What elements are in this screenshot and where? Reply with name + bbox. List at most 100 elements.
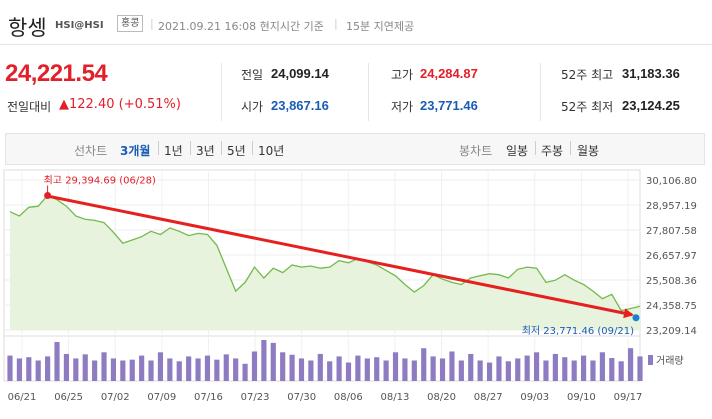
volume-bar	[355, 355, 361, 381]
index-code: HSI@HSI	[55, 20, 104, 31]
volume-bar	[129, 359, 135, 381]
x-tick-label: 07/16	[194, 392, 223, 403]
y-tick-label: 30,106.80	[646, 176, 697, 187]
volume-bar	[308, 360, 314, 381]
price-chart[interactable]: 30,106.80 28,957.19 27,807.58 26,657.97 25,5…	[0, 168, 712, 419]
stats-divider	[540, 63, 541, 121]
period-tab-5y[interactable]: 5년	[227, 144, 246, 158]
volume-bar	[298, 358, 305, 381]
volume-label: 거래량	[656, 355, 684, 367]
x-tick-label: 06/25	[54, 392, 83, 403]
volume-bar	[233, 358, 239, 381]
x-tick-label: 09/17	[614, 392, 643, 403]
volume-bar	[345, 362, 352, 381]
volume-bar	[139, 355, 145, 381]
volume-bar	[421, 348, 427, 381]
volume-bar	[374, 357, 380, 381]
volume-bar	[580, 355, 587, 381]
volume-bar	[618, 361, 624, 381]
period-divider	[252, 141, 253, 155]
volume-bar	[609, 358, 615, 381]
x-tick-label: 07/02	[101, 392, 130, 403]
stat-label-high: 고가	[391, 68, 414, 82]
x-tick-label: 06/21	[8, 392, 37, 403]
volume-bar	[110, 358, 117, 381]
volume-bar	[270, 342, 276, 381]
candle-chart-label: 봉차트	[459, 144, 493, 158]
stat-value-open: 23,867.16	[271, 98, 329, 113]
volume-bar	[458, 360, 464, 381]
period-divider	[535, 141, 536, 155]
volume-bar	[515, 358, 521, 381]
candle-tab-daily[interactable]: 일봉	[506, 144, 529, 158]
volume-bar	[45, 356, 51, 381]
x-tick-label: 09/03	[520, 392, 549, 403]
stat-value-52w-low: 23,124.25	[622, 98, 680, 113]
period-divider	[190, 141, 191, 155]
volume-bar	[628, 348, 634, 381]
y-tick-label: 24,358.75	[646, 301, 697, 312]
stat-value-52w-high: 31,183.36	[622, 66, 680, 81]
header-divider-line	[0, 44, 712, 45]
y-tick-label: 25,508.36	[646, 276, 697, 287]
stat-label-low: 저가	[391, 100, 414, 114]
stat-value-prev-close: 24,099.14	[271, 66, 329, 81]
volume-bar	[552, 353, 558, 381]
volume-bar	[120, 360, 126, 381]
volume-bar	[54, 342, 60, 381]
header-divider: |	[334, 17, 338, 30]
candle-tab-monthly[interactable]: 월봉	[577, 144, 600, 158]
x-tick-label: 07/23	[241, 392, 270, 403]
stats-divider	[221, 63, 222, 121]
volume-bar	[402, 358, 408, 381]
volume-bar	[16, 358, 22, 381]
volume-bar	[251, 351, 258, 381]
volume-bar	[289, 354, 295, 381]
period-divider	[570, 141, 571, 155]
volume-bar	[439, 358, 446, 381]
current-price: 24,221.54	[5, 60, 108, 87]
period-tab-1y[interactable]: 1년	[164, 144, 183, 158]
volume-bar	[73, 358, 79, 381]
volume-bar	[543, 360, 549, 381]
x-tick-label: 08/20	[427, 392, 456, 403]
period-tab-10y[interactable]: 10년	[258, 144, 285, 158]
stat-value-high: 24,284.87	[420, 66, 478, 81]
period-tab-3y[interactable]: 3년	[196, 144, 215, 158]
index-title: 항셍	[8, 16, 47, 40]
volume-bar	[35, 360, 41, 381]
volume-bar	[336, 356, 342, 381]
period-tab-3m[interactable]: 3개월	[120, 144, 151, 158]
volume-bar	[449, 351, 455, 381]
volume-bar	[637, 356, 643, 381]
volume-bar	[195, 358, 201, 381]
candle-tab-weekly[interactable]: 주봉	[541, 144, 564, 158]
volume-bar	[176, 361, 182, 381]
volume-bar	[186, 356, 192, 381]
volume-bar	[533, 352, 540, 381]
stats-divider	[368, 63, 369, 121]
x-tick-label: 08/06	[334, 392, 363, 403]
volume-bar	[562, 357, 568, 381]
stat-value-low: 23,771.46	[420, 98, 478, 113]
volume-bar	[599, 352, 605, 381]
volume-bar	[101, 352, 107, 381]
low-label: 최저 23,771.46 (09/21)	[522, 325, 634, 337]
period-divider	[158, 141, 159, 155]
volume-bar	[7, 355, 13, 381]
volume-bar	[486, 362, 493, 381]
volume-bar	[223, 354, 229, 381]
volume-bar	[82, 354, 88, 381]
change-value: ▲122.40 (+0.51%)	[59, 97, 181, 112]
x-tick-label: 07/09	[147, 392, 176, 403]
stat-label-prev-close: 전일	[241, 68, 264, 82]
volume-bar	[430, 356, 436, 381]
y-tick-label: 27,807.58	[646, 226, 697, 237]
x-tick-label: 09/10	[567, 392, 596, 403]
period-selector-bar	[5, 133, 705, 165]
y-tick-label: 26,657.97	[646, 251, 697, 262]
y-tick-label: 23,209.14	[646, 326, 697, 337]
volume-bar	[383, 360, 389, 381]
volume-bar	[148, 360, 154, 381]
volume-bar	[204, 355, 211, 381]
